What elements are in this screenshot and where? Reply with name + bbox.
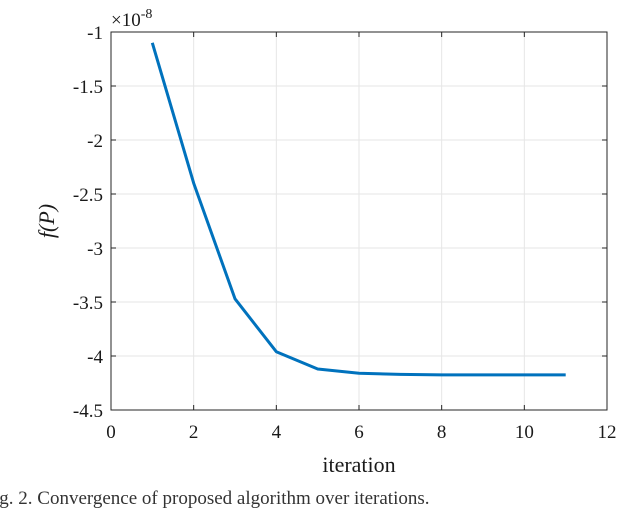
y-tick-label: -1.5 xyxy=(73,77,103,98)
y-tick-label: -2.5 xyxy=(73,185,103,206)
x-tick-label: 0 xyxy=(106,422,116,443)
figure-caption: ig. 2. Convergence of proposed algorithm… xyxy=(0,488,430,509)
x-tick-label: 12 xyxy=(598,422,617,443)
x-tick-label: 10 xyxy=(515,422,534,443)
y-tick-label: -4.5 xyxy=(73,401,103,422)
y-tick-label: -3 xyxy=(87,239,103,260)
y-tick-label: -2 xyxy=(87,131,103,152)
y-tick-label: -3.5 xyxy=(73,293,103,314)
x-tick-label: 8 xyxy=(437,422,447,443)
y-tick-labels: -1 -1.5 -2 -2.5 -3 -3.5 -4 -4.5 xyxy=(73,23,104,422)
series-line xyxy=(150,42,566,377)
x-axis-label: iteration xyxy=(322,452,395,477)
x-tick-label: 6 xyxy=(354,422,364,443)
grid xyxy=(110,31,608,411)
y-tick-label: -1 xyxy=(87,23,103,44)
x-tick-label: 2 xyxy=(189,422,199,443)
line-chart: 0 2 4 6 8 10 12 -1 -1.5 -2 -2.5 -3 -3.5 -4 -4.5 ×10-8… xyxy=(34,7,617,477)
y-tick-label: -4 xyxy=(87,347,103,368)
axis-ticks xyxy=(110,31,608,411)
series-group xyxy=(150,42,566,377)
x-tick-labels: 0 2 4 6 8 10 12 xyxy=(106,422,616,443)
y-axis-multiplier: ×10-8 xyxy=(111,7,152,31)
y-axis-label: f(P) xyxy=(34,204,59,238)
x-tick-label: 4 xyxy=(272,422,282,443)
